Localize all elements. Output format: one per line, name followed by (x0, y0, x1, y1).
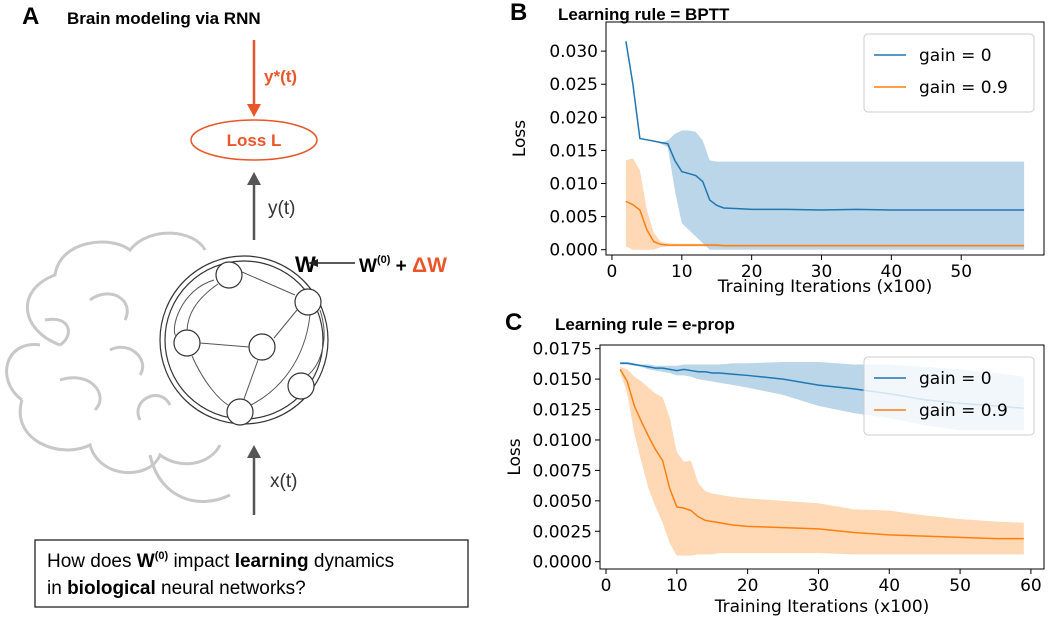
question-line: How does W(0) impact learning dynamics (47, 550, 394, 572)
superscript: (0) (155, 550, 169, 562)
brain-outline (7, 233, 230, 501)
panel-label: A (22, 3, 39, 30)
y-tick-label: 0.0175 (533, 340, 592, 360)
x-tick-label: 30 (808, 576, 830, 596)
y-tick-label: 0.025 (549, 75, 598, 95)
y-tick-label: 0.010 (549, 175, 598, 195)
weight-symbol: W (359, 256, 377, 277)
x-tick-label: 20 (737, 576, 759, 596)
panel-a: A Brain modeling via RNN y*(t) Loss L y(… (7, 3, 468, 607)
legend-label: gain = 0.9 (919, 401, 1008, 421)
y-tick-label: 0.000 (549, 241, 598, 261)
text: learning (235, 551, 309, 572)
arrow-head (247, 104, 261, 117)
y-tick-label: 0.0100 (533, 431, 592, 451)
diagram-title: Brain modeling via RNN (67, 9, 261, 28)
y-tick-label: 0.0075 (533, 461, 592, 481)
y-tick-label: 0.020 (549, 108, 598, 128)
arrow-head (247, 445, 261, 458)
rnn-nodes (174, 262, 321, 425)
y-tick-label: 0.030 (549, 42, 598, 62)
question-line: in biological neural networks? (47, 578, 306, 599)
panel-label: B (510, 0, 527, 26)
text: W (137, 551, 155, 572)
target-label: y*(t) (264, 67, 297, 86)
text: How does (47, 551, 137, 572)
x-tick-label: 40 (878, 576, 900, 596)
y-tick-label: 0.005 (549, 208, 598, 228)
legend-label: gain = 0 (919, 369, 992, 389)
x-tick-label: 50 (949, 576, 971, 596)
plus: + (390, 256, 412, 277)
y-tick-label: 0.0050 (533, 492, 592, 512)
text: impact (168, 551, 235, 572)
x-tick-label: 0 (601, 576, 612, 596)
weight-update: W(0) + ΔW (359, 254, 447, 277)
x-tick-label: 10 (671, 262, 693, 282)
y-tick-label: 0.0025 (533, 522, 592, 542)
delta-w: ΔW (412, 254, 447, 277)
y-tick-label: 0.015 (549, 141, 598, 161)
chart-title: Learning rule = e-prop (555, 315, 735, 334)
x-tick-label: 60 (1020, 576, 1042, 596)
chart-title: Learning rule = BPTT (558, 5, 730, 24)
text: biological (67, 578, 156, 599)
panel-label: C (505, 309, 522, 336)
output-label: y(t) (268, 198, 295, 219)
y-tick-label: 0.0150 (533, 370, 592, 390)
y-tick-label: 0.0125 (533, 401, 592, 421)
legend-label: gain = 0.9 (919, 78, 1008, 98)
y-tick-label: 0.0000 (533, 553, 592, 573)
text: in (47, 578, 67, 599)
figure: A Brain modeling via RNN y*(t) Loss L y(… (0, 0, 1050, 622)
text: dynamics (309, 551, 395, 572)
loss-label: Loss L (227, 131, 282, 150)
x-tick-label: 10 (666, 576, 688, 596)
x-tick-label: 50 (950, 262, 972, 282)
text: neural networks? (156, 578, 306, 599)
x-tick-label: 0 (607, 262, 618, 282)
x-axis-label: Training Iterations (x100) (717, 277, 933, 297)
input-label: x(t) (270, 471, 297, 492)
legend-label: gain = 0 (919, 46, 992, 66)
y-axis-label: Loss (510, 120, 530, 157)
superscript: (0) (377, 254, 391, 266)
y-axis-label: Loss (505, 438, 525, 475)
x-axis-label: Training Iterations (x100) (714, 597, 930, 617)
arrow-head (247, 172, 261, 185)
